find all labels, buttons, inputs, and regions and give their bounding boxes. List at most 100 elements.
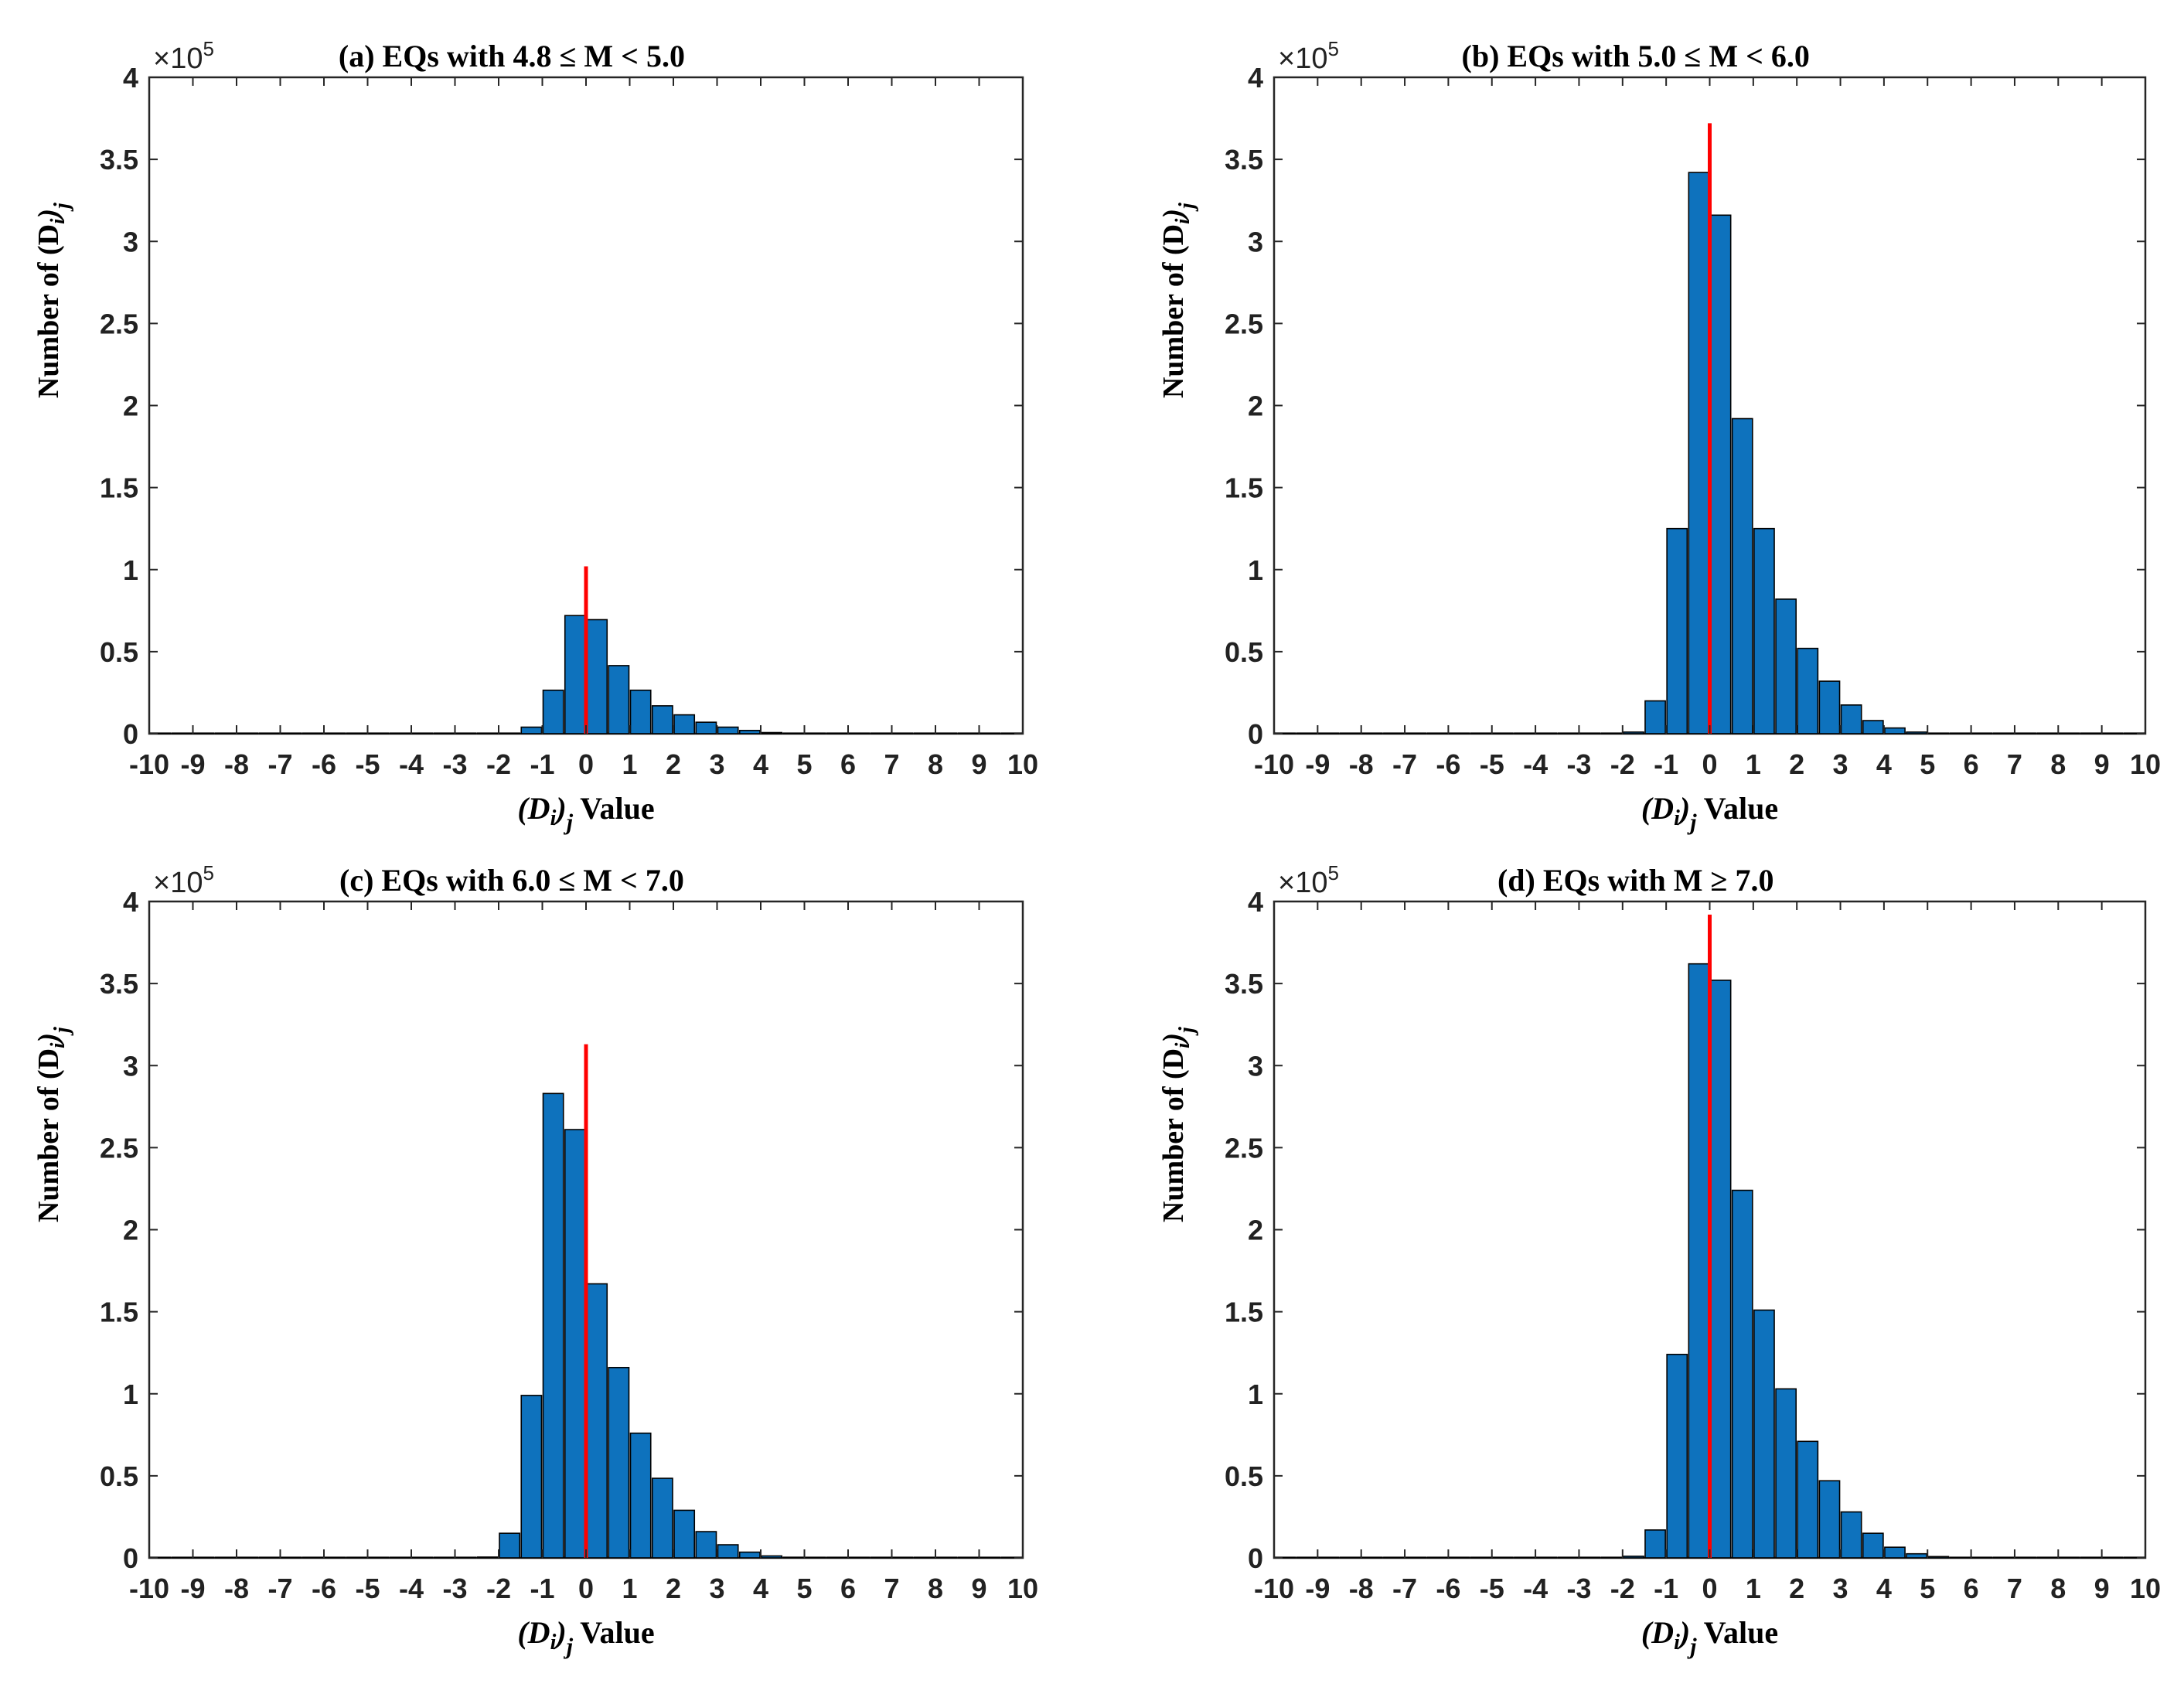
x-tick-label: -4 (1523, 1573, 1548, 1604)
histogram-bar (2101, 1556, 2124, 1559)
y-tick-label: 1 (1248, 1379, 1263, 1410)
histogram-bar (1775, 1388, 1797, 1559)
histogram-bar (171, 732, 193, 734)
x-tick-label: 3 (709, 1573, 724, 1604)
histogram-bar (695, 721, 717, 734)
x-tick-label: 9 (2094, 1573, 2110, 1604)
x-tick-label: 0 (578, 748, 594, 780)
x-tick-label: -8 (1349, 1573, 1374, 1604)
y-tick-label: 1.5 (100, 1297, 138, 1328)
histogram-bar (2101, 732, 2124, 734)
histogram-bar (389, 1556, 411, 1559)
x-tick-label: 0 (1702, 1573, 1717, 1604)
x-tick-label: -3 (442, 1573, 467, 1604)
histogram-bar (520, 1395, 543, 1559)
histogram-bar (476, 732, 499, 734)
chart-panel-a: -10 -9 -8 -7 -6 -5 -4 -3 -2 -1 0 1 2 3 4 5 6 7 8 9 1000.511.… (32, 37, 1038, 835)
histogram-bar (586, 1283, 608, 1559)
histogram-bar (1296, 1556, 1318, 1559)
histogram-bar (302, 1556, 324, 1559)
x-tick-label: 6 (1964, 1573, 1979, 1604)
histogram-bar (455, 1556, 477, 1559)
histogram-bar (1557, 732, 1579, 734)
y-tick-label: 1.5 (1225, 1297, 1263, 1328)
histogram-bar (2080, 732, 2102, 734)
histogram-bar (738, 1551, 761, 1559)
x-tick-label: 3 (709, 748, 724, 780)
histogram-bar (455, 732, 477, 734)
histogram-bar (1361, 1556, 1383, 1559)
x-tick-label: 5 (796, 748, 812, 780)
histogram-bar (280, 732, 302, 734)
x-tick-label: 6 (840, 748, 856, 780)
y-tick-label: 0 (123, 1542, 138, 1574)
y-tick-label: 0.5 (100, 636, 138, 668)
y-tick-label: 2.5 (1225, 1132, 1263, 1164)
y-tick-label: 2 (1248, 390, 1263, 422)
histogram-bar (1992, 732, 2015, 734)
x-tick-label: 2 (1789, 748, 1804, 780)
histogram-bar (258, 732, 281, 734)
x-tick-label: 10 (2130, 748, 2161, 780)
histogram-bar (1775, 598, 1797, 734)
x-tick-label: -4 (399, 1573, 424, 1604)
histogram-bar (782, 732, 805, 734)
x-tick-label: 3 (1833, 1573, 1848, 1604)
x-tick-label: 4 (1876, 1573, 1892, 1604)
histogram-bar (1600, 732, 1623, 734)
histogram-bar (586, 619, 608, 734)
histogram-bar (1797, 1440, 1819, 1559)
histogram-bar (957, 1556, 980, 1559)
histogram-bar (1600, 1556, 1623, 1559)
x-tick-label: 3 (1833, 748, 1848, 780)
histogram-bar (499, 1532, 521, 1559)
histogram-bar (738, 729, 761, 734)
histogram-bar (1927, 732, 1950, 734)
histogram-bar (1731, 417, 1753, 734)
chart-panel-c: -10 -9 -8 -7 -6 -5 -4 -3 -2 -1 0 1 2 3 4 5 6 7 8 9 1000.511.… (32, 861, 1038, 1659)
histogram-bar (302, 732, 324, 734)
histogram-bar (280, 1556, 302, 1559)
x-tick-label: -6 (1436, 1573, 1460, 1604)
x-tick-label: -6 (1436, 748, 1460, 780)
histogram-bar (1797, 647, 1819, 734)
histogram-bar (717, 1544, 739, 1559)
chart-title: (b) EQs with 5.0 ≤ M < 6.0 (1462, 39, 1810, 73)
histogram-bar (804, 732, 826, 734)
histogram-bar (1884, 1546, 1906, 1559)
histogram-bar (499, 732, 521, 734)
y-tick-label: 4 (1248, 62, 1263, 94)
y-multiplier: ×105 (1278, 861, 1339, 899)
histogram-bar (1644, 700, 1666, 734)
histogram-bar (1470, 732, 1492, 734)
histogram-bar (476, 1556, 499, 1559)
histogram-bar (237, 732, 259, 734)
histogram-bar (367, 1556, 390, 1559)
histogram-bar (1862, 1532, 1884, 1559)
x-tick-label: -4 (1523, 748, 1548, 780)
x-tick-label: 9 (971, 748, 986, 780)
y-tick-label: 3.5 (1225, 968, 1263, 1000)
histogram-bar (717, 726, 739, 734)
histogram-bar (1339, 732, 1361, 734)
x-tick-label: -9 (1305, 1573, 1330, 1604)
histogram-bar (1688, 172, 1710, 734)
histogram-bar (1514, 732, 1535, 734)
x-tick-label: -3 (1566, 748, 1591, 780)
x-tick-label: -7 (1392, 748, 1417, 780)
histogram-bar (1927, 1556, 1950, 1559)
x-tick-label: -2 (486, 1573, 511, 1604)
histogram-bar (1491, 732, 1514, 734)
histogram-bar (1317, 732, 1340, 734)
histogram-bar (2058, 1556, 2080, 1559)
x-tick-label: -8 (1349, 748, 1374, 780)
histogram-bar (826, 1556, 848, 1559)
x-tick-label: 4 (753, 748, 768, 780)
chart-title: (a) EQs with 4.8 ≤ M < 5.0 (339, 39, 685, 73)
x-tick-label: 9 (2094, 748, 2110, 780)
x-tick-label: 9 (971, 1573, 986, 1604)
histogram-bar (695, 1531, 717, 1559)
histogram-bar (1688, 963, 1710, 1559)
y-tick-label: 1 (1248, 554, 1263, 586)
